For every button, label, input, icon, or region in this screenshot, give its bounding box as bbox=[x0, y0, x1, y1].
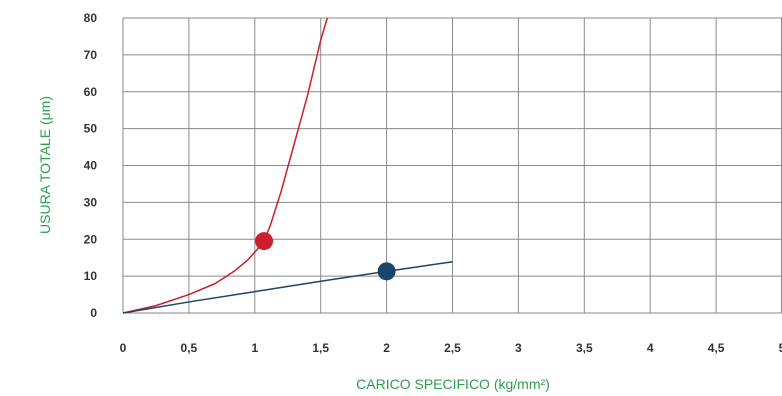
y-tick-label: 80 bbox=[84, 11, 98, 25]
x-axis-title: CARICO SPECIFICO (kg/mm²) bbox=[356, 376, 550, 392]
y-tick-label: 60 bbox=[84, 85, 98, 99]
y-axis-ticks: 0 10 20 30 40 50 60 70 80 bbox=[84, 11, 98, 320]
y-tick-label: 10 bbox=[84, 269, 98, 283]
x-tick-label: 5 bbox=[779, 341, 782, 355]
series-layer bbox=[122, 17, 453, 314]
x-axis-ticks: 0 0,5 1 1,5 2 2,5 3 3,5 4 4,5 5 bbox=[120, 341, 782, 355]
x-tick-label: 3,5 bbox=[576, 341, 593, 355]
x-tick-label: 2 bbox=[383, 341, 390, 355]
x-tick-label: 0 bbox=[120, 341, 127, 355]
x-tick-label: 0,5 bbox=[181, 341, 198, 355]
grid bbox=[122, 17, 782, 314]
x-tick-label: 1 bbox=[251, 341, 258, 355]
y-axis-title: USURA TOTALE (μm) bbox=[37, 96, 53, 234]
y-tick-label: 20 bbox=[84, 232, 98, 246]
x-tick-label: 1,5 bbox=[312, 341, 329, 355]
x-tick-label: 2,5 bbox=[444, 341, 461, 355]
x-tick-label: 4 bbox=[647, 341, 654, 355]
y-tick-label: 50 bbox=[84, 122, 98, 136]
y-tick-label: 40 bbox=[84, 159, 98, 173]
y-tick-label: 30 bbox=[84, 195, 98, 209]
x-tick-label: 4,5 bbox=[708, 341, 725, 355]
y-tick-label: 70 bbox=[84, 48, 98, 62]
highlight-point-2 bbox=[377, 262, 396, 281]
highlight-point-1 bbox=[255, 232, 274, 251]
x-tick-label: 3 bbox=[515, 341, 522, 355]
y-tick-label: 0 bbox=[90, 306, 97, 320]
series-line-2 bbox=[122, 261, 453, 314]
